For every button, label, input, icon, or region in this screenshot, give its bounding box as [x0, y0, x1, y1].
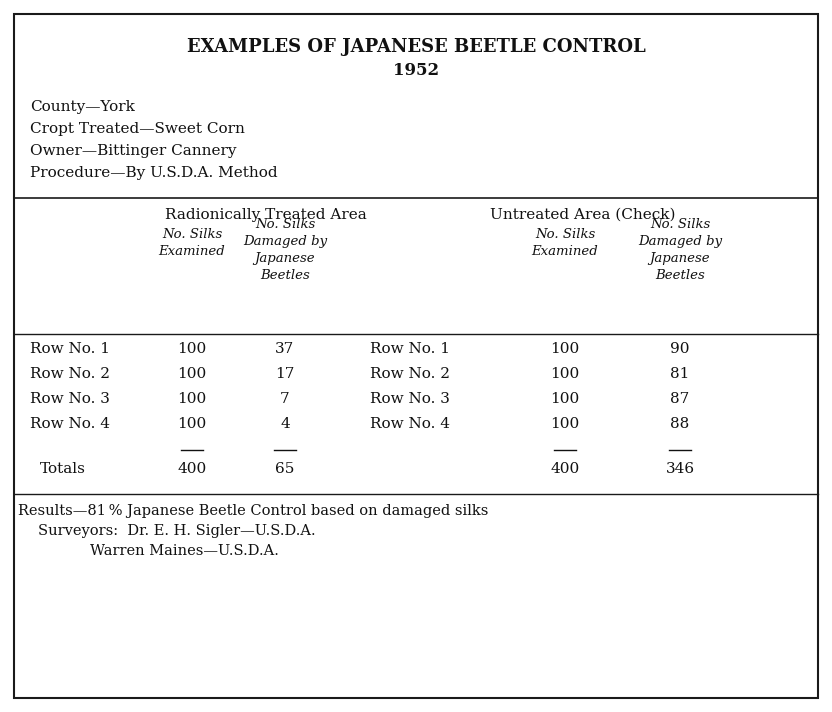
Text: 1952: 1952 — [393, 62, 439, 79]
Text: Warren Maines—U.S.D.A.: Warren Maines—U.S.D.A. — [90, 544, 279, 558]
Text: 87: 87 — [671, 392, 690, 406]
Text: 100: 100 — [551, 417, 580, 431]
Text: 400: 400 — [551, 462, 580, 476]
Text: Row No. 4: Row No. 4 — [30, 417, 110, 431]
Text: Radionically Treated Area: Radionically Treated Area — [165, 208, 367, 222]
Text: Procedure—By U.S.D.A. Method: Procedure—By U.S.D.A. Method — [30, 166, 278, 180]
Text: 17: 17 — [275, 367, 295, 381]
Text: County—York: County—York — [30, 100, 135, 114]
Text: 4: 4 — [280, 417, 290, 431]
Text: No. Silks
Examined: No. Silks Examined — [159, 228, 225, 258]
Text: No. Silks
Damaged by
Japanese
Beetles: No. Silks Damaged by Japanese Beetles — [638, 218, 722, 282]
Text: 100: 100 — [177, 342, 206, 356]
Text: 81: 81 — [671, 367, 690, 381]
Text: No. Silks
Damaged by
Japanese
Beetles: No. Silks Damaged by Japanese Beetles — [243, 218, 327, 282]
Text: Row No. 1: Row No. 1 — [30, 342, 110, 356]
Text: 7: 7 — [280, 392, 290, 406]
Text: 37: 37 — [275, 342, 295, 356]
Text: Row No. 2: Row No. 2 — [370, 367, 450, 381]
Text: 88: 88 — [671, 417, 690, 431]
Text: Row No. 2: Row No. 2 — [30, 367, 110, 381]
Text: Surveyors:  Dr. E. H. Sigler—U.S.D.A.: Surveyors: Dr. E. H. Sigler—U.S.D.A. — [38, 524, 315, 538]
Text: Row No. 4: Row No. 4 — [370, 417, 450, 431]
Text: Owner—Bittinger Cannery: Owner—Bittinger Cannery — [30, 144, 236, 158]
Text: Row No. 3: Row No. 3 — [370, 392, 450, 406]
Text: Results—81 % Japanese Beetle Control based on damaged silks: Results—81 % Japanese Beetle Control bas… — [18, 504, 488, 518]
Text: 100: 100 — [551, 367, 580, 381]
Text: Row No. 1: Row No. 1 — [370, 342, 450, 356]
Text: 100: 100 — [177, 367, 206, 381]
Text: Totals: Totals — [40, 462, 86, 476]
Text: No. Silks
Examined: No. Silks Examined — [532, 228, 598, 258]
Text: 400: 400 — [177, 462, 206, 476]
Text: 100: 100 — [551, 392, 580, 406]
Text: 346: 346 — [666, 462, 695, 476]
Text: 65: 65 — [275, 462, 295, 476]
Text: 90: 90 — [671, 342, 690, 356]
Text: 100: 100 — [177, 392, 206, 406]
Text: EXAMPLES OF JAPANESE BEETLE CONTROL: EXAMPLES OF JAPANESE BEETLE CONTROL — [186, 38, 646, 56]
Text: Untreated Area (Check): Untreated Area (Check) — [490, 208, 676, 222]
Text: Cropt Treated—Sweet Corn: Cropt Treated—Sweet Corn — [30, 122, 245, 136]
Text: Row No. 3: Row No. 3 — [30, 392, 110, 406]
Text: 100: 100 — [551, 342, 580, 356]
Text: 100: 100 — [177, 417, 206, 431]
